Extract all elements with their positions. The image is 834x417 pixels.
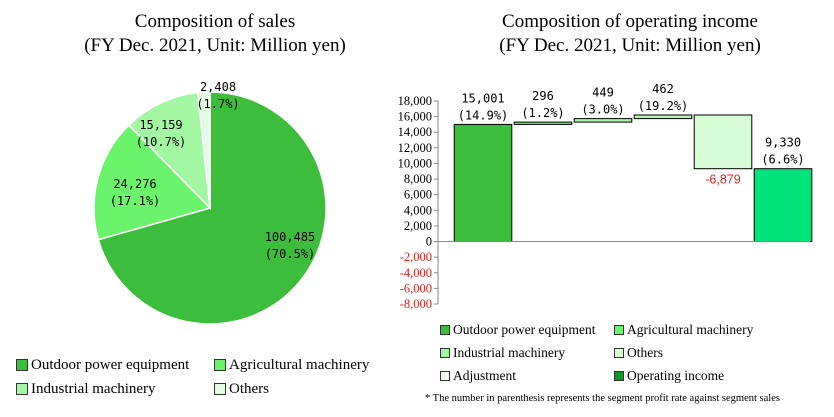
- legend-swatch: [440, 371, 450, 381]
- bar: [453, 123, 513, 243]
- pie-slice: [127, 91, 211, 211]
- legend-swatch: [214, 383, 226, 395]
- bar-pct-label: (19.2%): [638, 99, 689, 113]
- legend-swatch: [614, 348, 624, 358]
- bar: [633, 114, 693, 120]
- legend-label: Outdoor power equipment: [453, 322, 596, 337]
- bar-legend-item: Outdoor power equipment: [440, 318, 595, 342]
- bar-legend-item: Others: [614, 341, 663, 365]
- bar-value-label: 449: [592, 86, 614, 100]
- pie-legend-item: Industrial machinery: [16, 377, 156, 401]
- bar-legend-item: Operating income: [614, 364, 724, 388]
- bar: [573, 118, 633, 123]
- legend-swatch: [16, 359, 28, 371]
- bar-pct-label: (3.0%): [581, 103, 624, 117]
- bar-legend-item: Adjustment: [440, 364, 516, 388]
- pie-slice-value-label: 100,485: [265, 230, 316, 244]
- legend-label: Agricultural machinery: [627, 322, 754, 337]
- bar-title-line: Composition of operating income: [502, 11, 758, 32]
- legend-label: Others: [627, 345, 663, 360]
- pie-chart-title: Composition of sales (FY Dec. 2021, Unit…: [40, 10, 390, 58]
- legend-swatch: [440, 348, 450, 358]
- bar-pct-label: (6.6%): [761, 153, 804, 167]
- pie-slice-pct-label: (1.7%): [196, 97, 239, 111]
- legend-label: Adjustment: [453, 368, 516, 383]
- y-tick-label: 4,000: [404, 203, 432, 217]
- bar-pct-label: (1.2%): [521, 106, 564, 120]
- y-tick-label: 0: [426, 235, 432, 249]
- y-tick-label: 6,000: [404, 188, 432, 202]
- pie-slice-value-label: 2,408: [200, 80, 236, 94]
- bar-legend-item: Industrial machinery: [440, 341, 565, 365]
- y-tick-label: 2,000: [404, 219, 432, 233]
- y-tick-label: 16,000: [398, 110, 432, 124]
- y-tick-label: 14,000: [398, 125, 432, 139]
- footnote: * The number in parenthesis represents t…: [425, 393, 780, 404]
- pie-slice: [97, 91, 327, 325]
- y-tick-label: -6,000: [400, 281, 432, 295]
- y-tick-label: 18,000: [398, 94, 432, 108]
- pie-slice-pct-label: (70.5%): [265, 247, 316, 261]
- pie-title-line: Composition of sales: [134, 11, 296, 32]
- legend-swatch: [16, 383, 28, 395]
- bar-subtitle-line: (FY Dec. 2021, Unit: Million yen): [499, 35, 761, 56]
- legend-label: Industrial machinery: [453, 345, 566, 360]
- legend-swatch: [614, 371, 624, 381]
- bar: [753, 168, 813, 243]
- y-tick-label: 8,000: [404, 172, 432, 186]
- pie-subtitle-line: (FY Dec. 2021, Unit: Million yen): [84, 35, 346, 56]
- pie-legend-item: Agricultural machinery: [214, 353, 369, 377]
- y-tick-label: 12,000: [398, 141, 432, 155]
- legend-label: Operating income: [627, 368, 725, 383]
- bar-value-label: 15,001: [461, 91, 504, 105]
- bar: [693, 114, 753, 170]
- bar: [513, 121, 573, 125]
- legend-label: Others: [229, 381, 269, 397]
- pie-legend-item: Outdoor power equipment: [16, 353, 189, 377]
- y-tick-label: -2,000: [400, 250, 432, 264]
- bar-chart-title: Composition of operating income (FY Dec.…: [445, 10, 815, 58]
- legend-label: Agricultural machinery: [229, 357, 370, 373]
- legend-swatch: [214, 359, 226, 371]
- bar-value-label: -6,879: [705, 173, 740, 187]
- y-tick-label: -4,000: [400, 266, 432, 280]
- pie-slice-pct-label: (10.7%): [136, 135, 187, 149]
- bar-value-label: 9,330: [765, 136, 801, 150]
- pie-slice: [93, 124, 212, 241]
- y-tick-label: 10,000: [398, 156, 432, 170]
- pie-legend-item: Others: [214, 377, 269, 401]
- bar-value-label: 296: [532, 89, 554, 103]
- pie-slice-value-label: 24,276: [113, 177, 156, 191]
- bar-pct-label: (14.9%): [458, 108, 509, 122]
- pie-slice: [196, 91, 211, 209]
- bar-legend-item: Agricultural machinery: [614, 318, 753, 342]
- legend-label: Outdoor power equipment: [31, 357, 190, 373]
- legend-swatch: [440, 325, 450, 335]
- bar-value-label: 462: [652, 82, 674, 96]
- legend-label: Industrial machinery: [31, 381, 156, 397]
- y-tick-label: -8,000: [400, 297, 432, 311]
- legend-swatch: [614, 325, 624, 335]
- pie-slice-pct-label: (17.1%): [110, 194, 161, 208]
- pie-slice-value-label: 15,159: [139, 118, 182, 132]
